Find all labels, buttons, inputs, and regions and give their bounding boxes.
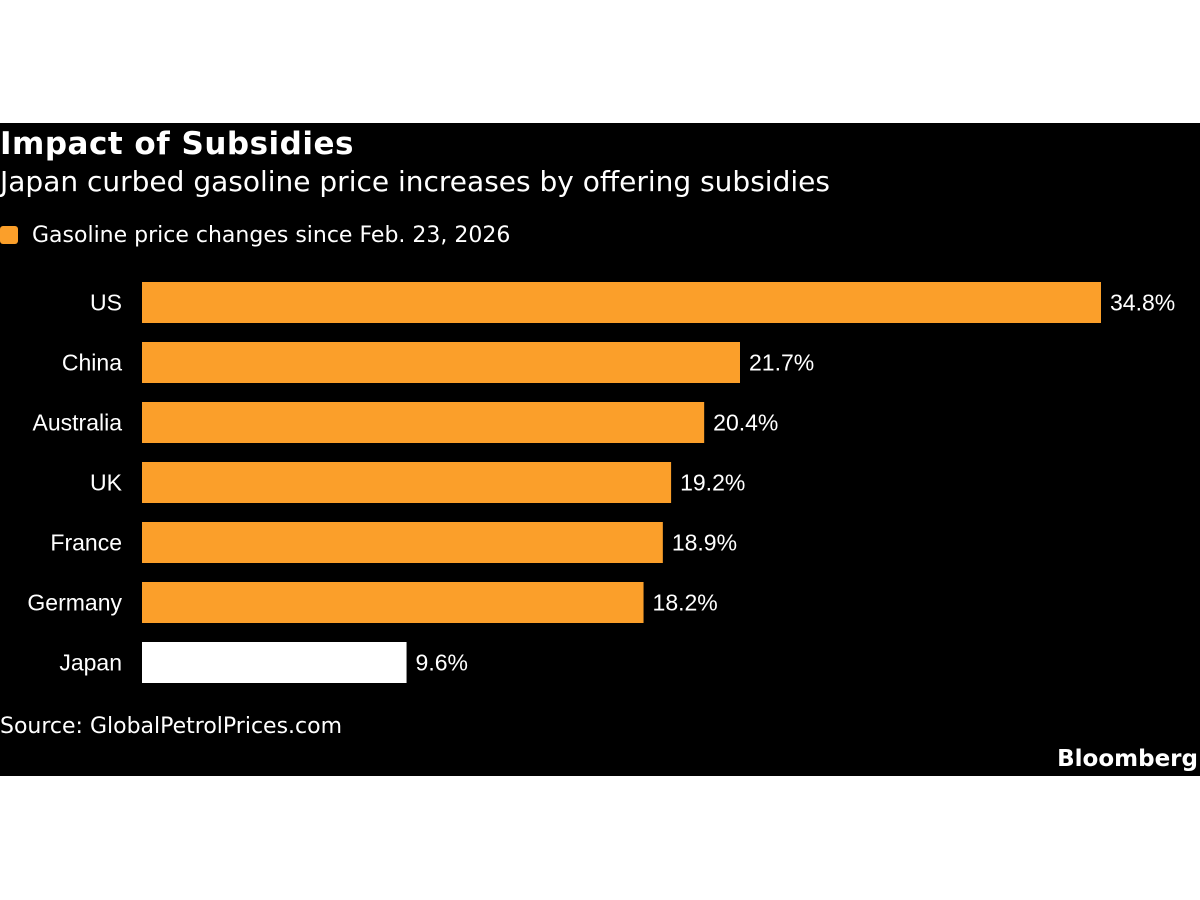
- value-label-uk: 19.2%: [680, 470, 745, 496]
- legend: Gasoline price changes since Feb. 23, 20…: [0, 219, 510, 251]
- category-label-australia: Australia: [33, 410, 123, 436]
- chart-panel: Impact of Subsidies Japan curbed gasolin…: [0, 123, 1200, 776]
- legend-swatch: [0, 226, 18, 244]
- bar-japan: [142, 642, 407, 683]
- bar-chart: US 34.8% China 21.7% Australia 20.4% UK 19.2% Fr…: [27, 282, 1175, 683]
- value-label-china: 21.7%: [749, 350, 814, 376]
- category-label-france: France: [50, 530, 122, 556]
- source-note: Source: GlobalPetrolPrices.com: [0, 714, 343, 739]
- category-label-uk: UK: [90, 470, 123, 496]
- value-label-france: 18.9%: [672, 530, 737, 556]
- chart-subtitle: Japan curbed gasoline price increases by…: [0, 165, 830, 198]
- category-label-japan: Japan: [59, 650, 122, 676]
- value-label-australia: 20.4%: [713, 410, 778, 436]
- bar-germany: [142, 582, 644, 623]
- value-label-japan: 9.6%: [416, 650, 468, 676]
- bar-us: [142, 282, 1101, 323]
- category-label-china: China: [62, 350, 122, 376]
- bar-china: [142, 342, 740, 383]
- bar-uk: [142, 462, 672, 503]
- value-label-us: 34.8%: [1110, 290, 1175, 316]
- bar-france: [142, 522, 663, 563]
- value-label-germany: 18.2%: [653, 590, 718, 616]
- bloomberg-logo: Bloomberg: [1057, 746, 1198, 772]
- chart-title: Impact of Subsidies: [0, 126, 354, 162]
- bar-australia: [142, 402, 705, 443]
- category-label-germany: Germany: [27, 590, 122, 616]
- category-label-us: US: [90, 290, 122, 316]
- legend-label: Gasoline price changes since Feb. 23, 20…: [32, 222, 511, 248]
